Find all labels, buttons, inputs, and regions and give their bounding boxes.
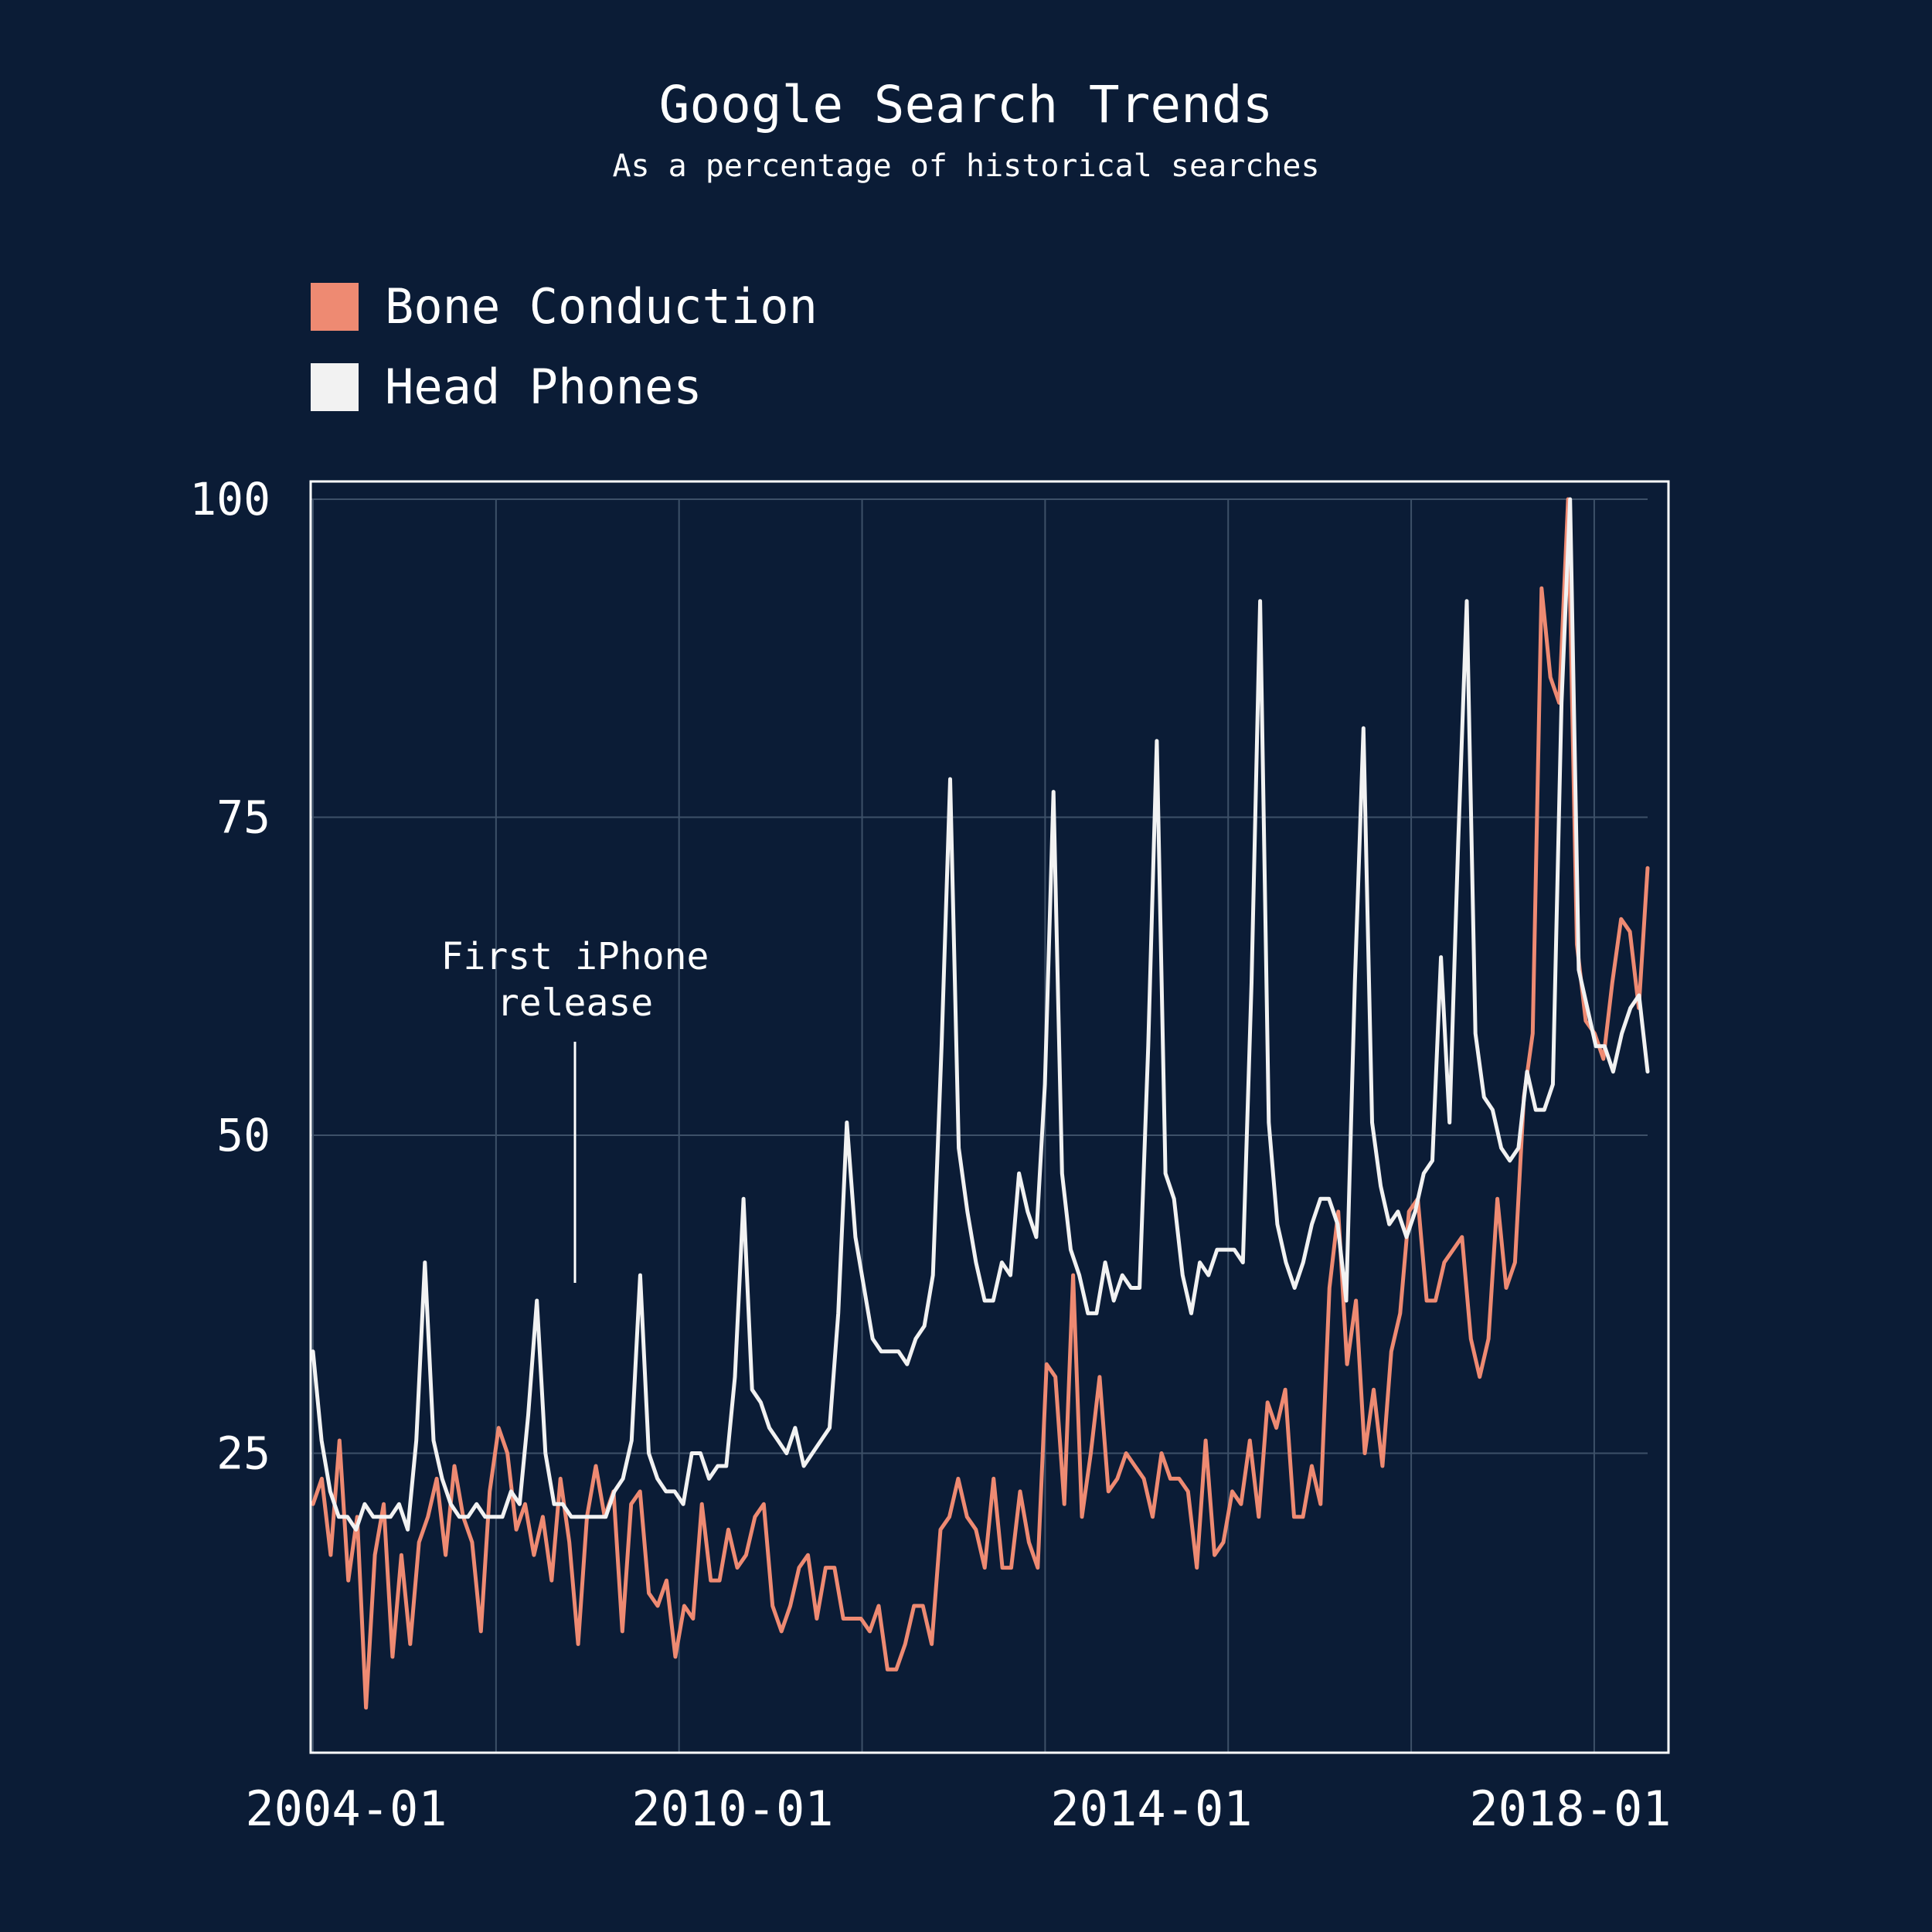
x-tick-label: 2004-01 bbox=[245, 1781, 447, 1837]
y-tick-label: 50 bbox=[216, 1109, 270, 1162]
legend-swatch-bone-conduction bbox=[311, 283, 359, 331]
y-tick-label: 25 bbox=[216, 1427, 270, 1480]
y-tick-label: 100 bbox=[189, 473, 270, 526]
series-layer bbox=[311, 497, 1650, 1710]
grid bbox=[311, 498, 1648, 1753]
x-tick-label: 2018-01 bbox=[1469, 1781, 1671, 1837]
plot-frame bbox=[309, 480, 1670, 1754]
legend: Bone Conduction Head Phones bbox=[311, 278, 818, 415]
x-tick-label: 2010-01 bbox=[631, 1781, 833, 1837]
legend-label-head-phones: Head Phones bbox=[385, 359, 702, 415]
legend-swatch-head-phones bbox=[311, 363, 359, 411]
x-axis-labels: 2004-01 2010-01 2014-01 2018-01 bbox=[245, 1781, 1671, 1837]
y-tick-label: 75 bbox=[216, 791, 270, 844]
annotation-text-line1: First iPhone bbox=[441, 935, 709, 978]
chart-title: Google Search Trends bbox=[659, 75, 1274, 134]
chart-subtitle: As a percentage of historical searches bbox=[612, 148, 1319, 184]
series-line-bone-conduction bbox=[311, 497, 1650, 1710]
y-axis-labels: 25 50 75 100 bbox=[189, 473, 270, 1480]
legend-label-bone-conduction: Bone Conduction bbox=[385, 278, 818, 335]
annotation: First iPhone release bbox=[441, 935, 709, 1283]
series-line-head-phones bbox=[311, 497, 1650, 1532]
x-tick-label: 2014-01 bbox=[1050, 1781, 1252, 1837]
annotation-text-line2: release bbox=[497, 981, 653, 1025]
